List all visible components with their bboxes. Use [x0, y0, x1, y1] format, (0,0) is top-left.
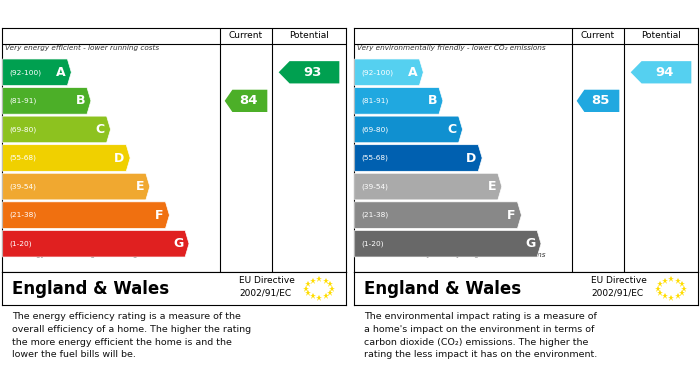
Text: D: D: [114, 151, 125, 165]
Text: Very environmentally friendly - lower CO₂ emissions: Very environmentally friendly - lower CO…: [358, 45, 546, 50]
Text: 93: 93: [304, 66, 322, 79]
Polygon shape: [355, 116, 463, 143]
Polygon shape: [355, 88, 443, 114]
Text: (21-38): (21-38): [10, 212, 37, 219]
Text: The energy efficiency rating is a measure of the
overall efficiency of a home. T: The energy efficiency rating is a measur…: [13, 312, 251, 359]
Text: England & Wales: England & Wales: [364, 280, 522, 298]
Text: F: F: [508, 209, 516, 222]
Polygon shape: [355, 173, 502, 200]
Text: (81-91): (81-91): [362, 98, 389, 104]
Polygon shape: [355, 59, 423, 86]
Text: (92-100): (92-100): [10, 69, 42, 75]
Polygon shape: [355, 145, 482, 171]
Text: (21-38): (21-38): [362, 212, 389, 219]
Text: 94: 94: [655, 66, 674, 79]
Text: 85: 85: [592, 94, 610, 108]
Text: (55-68): (55-68): [10, 155, 36, 161]
Polygon shape: [577, 90, 620, 112]
Text: (1-20): (1-20): [10, 240, 32, 247]
Text: 84: 84: [239, 94, 258, 108]
Polygon shape: [3, 59, 71, 86]
Text: (55-68): (55-68): [362, 155, 389, 161]
Text: The environmental impact rating is a measure of
a home's impact on the environme: The environmental impact rating is a mea…: [364, 312, 598, 359]
Polygon shape: [355, 202, 522, 228]
Text: E: E: [136, 180, 144, 193]
Text: Energy Efficiency Rating: Energy Efficiency Rating: [10, 7, 173, 20]
Text: F: F: [155, 209, 164, 222]
Polygon shape: [279, 61, 340, 83]
Polygon shape: [3, 88, 91, 114]
Text: A: A: [408, 66, 418, 79]
Text: Environmental Impact (CO₂) Rating: Environmental Impact (CO₂) Rating: [363, 7, 595, 20]
Text: D: D: [466, 151, 477, 165]
Text: B: B: [76, 94, 85, 108]
Polygon shape: [225, 90, 267, 112]
Text: (69-80): (69-80): [362, 126, 389, 133]
Text: EU Directive
2002/91/EC: EU Directive 2002/91/EC: [592, 276, 648, 297]
Polygon shape: [3, 173, 150, 200]
Polygon shape: [631, 61, 692, 83]
Polygon shape: [3, 230, 189, 257]
Text: Very energy efficient - lower running costs: Very energy efficient - lower running co…: [6, 45, 160, 50]
Text: Not environmentally friendly - higher CO₂ emissions: Not environmentally friendly - higher CO…: [358, 251, 546, 258]
Polygon shape: [3, 116, 111, 143]
Text: England & Wales: England & Wales: [13, 280, 169, 298]
Text: (92-100): (92-100): [362, 69, 393, 75]
Text: (39-54): (39-54): [10, 183, 36, 190]
Text: (39-54): (39-54): [362, 183, 389, 190]
Text: B: B: [428, 94, 438, 108]
Text: Not energy efficient - higher running costs: Not energy efficient - higher running co…: [6, 251, 160, 258]
Text: G: G: [173, 237, 183, 250]
Text: C: C: [448, 123, 457, 136]
Text: Potential: Potential: [289, 32, 329, 41]
Text: (1-20): (1-20): [362, 240, 384, 247]
Text: C: C: [96, 123, 105, 136]
Polygon shape: [3, 145, 130, 171]
Polygon shape: [355, 230, 541, 257]
Text: G: G: [525, 237, 536, 250]
Text: Current: Current: [229, 32, 263, 41]
Text: E: E: [488, 180, 496, 193]
Polygon shape: [3, 202, 169, 228]
Text: Current: Current: [581, 32, 615, 41]
Text: A: A: [56, 66, 66, 79]
Text: EU Directive
2002/91/EC: EU Directive 2002/91/EC: [239, 276, 295, 297]
Text: (69-80): (69-80): [10, 126, 37, 133]
Text: (81-91): (81-91): [10, 98, 37, 104]
Text: Potential: Potential: [641, 32, 681, 41]
